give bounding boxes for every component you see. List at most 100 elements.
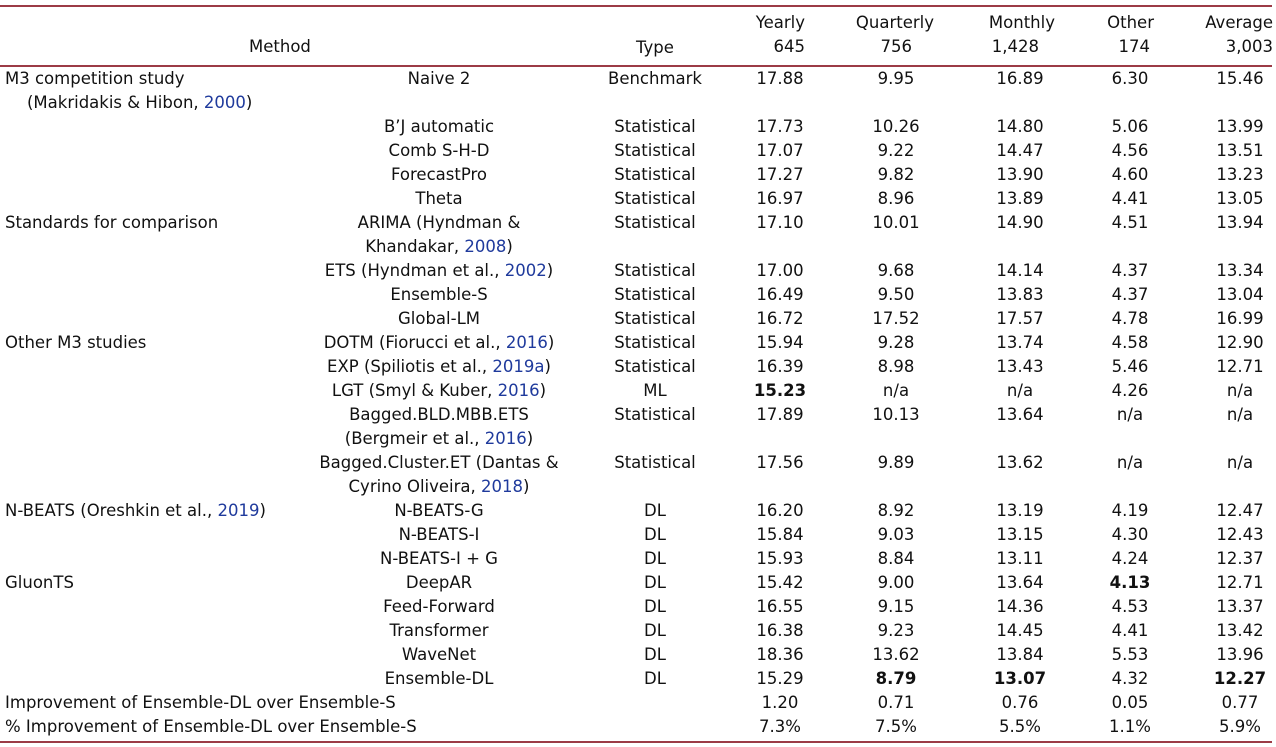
summary-value: 1.20 xyxy=(761,693,799,712)
value-cell: 13.15 xyxy=(996,525,1044,544)
value-cell: 9.95 xyxy=(877,69,915,88)
method-type: Statistical xyxy=(614,165,696,184)
value-cell: 8.79 xyxy=(875,669,917,688)
value-cell: 9.22 xyxy=(877,141,915,160)
header-type: Type xyxy=(636,38,674,57)
value-cell: 13.64 xyxy=(996,405,1044,424)
method-name-text: ) xyxy=(526,429,534,448)
citation-link[interactable]: 2002 xyxy=(504,261,547,280)
value-cell: 16.72 xyxy=(756,309,804,328)
group-standards: Standards for comparison xyxy=(5,213,219,232)
value-cell: n/a xyxy=(1006,381,1034,400)
method-type: Benchmark xyxy=(608,69,702,88)
method-name: ETS (Hyndman et al., 2002) xyxy=(325,259,553,283)
value-cell: 4.53 xyxy=(1111,597,1149,616)
method-name: Comb S-H-D xyxy=(388,141,490,160)
citation-link[interactable]: 2000 xyxy=(203,93,246,112)
method-name-text: LGT (Smyl & Kuber, xyxy=(331,381,498,400)
method-name-text: DOTM (Fiorucci et al., xyxy=(323,333,506,352)
summary-value: 5.5% xyxy=(999,717,1041,736)
value-cell: 14.80 xyxy=(996,117,1044,136)
citation-link[interactable]: 2016 xyxy=(497,381,540,400)
value-cell: 17.52 xyxy=(872,309,920,328)
method-type: Statistical xyxy=(614,117,696,136)
value-cell: 13.84 xyxy=(996,645,1044,664)
value-cell: 4.13 xyxy=(1109,573,1151,592)
summary-value: 0.77 xyxy=(1221,693,1259,712)
value-cell: 13.04 xyxy=(1216,285,1264,304)
value-cell: 16.38 xyxy=(756,621,804,640)
value-cell: 10.26 xyxy=(872,117,920,136)
value-cell: 16.39 xyxy=(756,357,804,376)
citation-link[interactable]: 2016 xyxy=(484,429,527,448)
value-cell: 17.56 xyxy=(756,453,804,472)
value-cell: 4.37 xyxy=(1111,285,1149,304)
summary-value: 0.05 xyxy=(1111,693,1149,712)
method-type: Statistical xyxy=(614,405,696,424)
method-name-text: EXP (Spiliotis et al., xyxy=(327,357,493,376)
value-cell: 17.88 xyxy=(756,69,804,88)
header-yearly-count: 645 xyxy=(773,37,806,56)
method-name: DeepAR xyxy=(405,573,473,592)
value-cell: 13.62 xyxy=(872,645,920,664)
method-name: Bagged.Cluster.ET (Dantas & xyxy=(319,453,559,472)
summary-value: 7.5% xyxy=(875,717,917,736)
citation-link[interactable]: 2018 xyxy=(481,477,524,496)
value-cell: 13.11 xyxy=(996,549,1044,568)
method-type: Statistical xyxy=(614,189,696,208)
value-cell: 13.43 xyxy=(996,357,1044,376)
method-name-text: ) xyxy=(546,261,554,280)
group-m3-competition-citation: (Makridakis & Hibon, 2000) xyxy=(27,93,253,112)
value-cell: 4.41 xyxy=(1111,189,1149,208)
header-quarterly-count: 756 xyxy=(880,37,913,56)
value-cell: 17.27 xyxy=(756,165,804,184)
method-name-text: (Bergmeir et al., xyxy=(344,429,485,448)
value-cell: 16.99 xyxy=(1216,309,1264,328)
value-cell: 12.71 xyxy=(1216,573,1264,592)
group-gluonts: GluonTS xyxy=(5,573,74,592)
value-cell: 4.37 xyxy=(1111,261,1149,280)
value-cell: 5.46 xyxy=(1111,357,1149,376)
method-name: Naive 2 xyxy=(407,69,471,88)
value-cell: 4.26 xyxy=(1111,381,1149,400)
method-name-continued: Cyrino Oliveira, 2018) xyxy=(349,475,530,499)
value-cell: n/a xyxy=(1116,453,1144,472)
header-method: Method xyxy=(249,37,311,56)
value-cell: 9.23 xyxy=(877,621,915,640)
citation-link[interactable]: 2019 xyxy=(217,501,260,520)
value-cell: n/a xyxy=(1226,381,1254,400)
header-quarterly: Quarterly xyxy=(855,13,934,32)
method-name: WaveNet xyxy=(401,645,477,664)
value-cell: 5.06 xyxy=(1111,117,1149,136)
method-name: B’J automatic xyxy=(383,117,495,136)
method-name-text: ) xyxy=(523,477,530,496)
method-type: DL xyxy=(644,549,666,568)
value-cell: 9.15 xyxy=(877,597,915,616)
header-other: Other xyxy=(1107,13,1154,32)
value-cell: 5.53 xyxy=(1111,645,1149,664)
table-bottom-rule xyxy=(0,741,1272,743)
citation-link[interactable]: 2016 xyxy=(505,333,548,352)
value-cell: 17.10 xyxy=(756,213,804,232)
value-cell: n/a xyxy=(882,381,910,400)
value-cell: 12.90 xyxy=(1216,333,1264,352)
value-cell: 4.41 xyxy=(1111,621,1149,640)
group-m3-competition: M3 competition study xyxy=(5,69,185,88)
value-cell: 13.62 xyxy=(996,453,1044,472)
value-cell: 15.29 xyxy=(756,669,804,688)
value-cell: 9.89 xyxy=(877,453,915,472)
method-type: DL xyxy=(644,573,666,592)
value-cell: 4.19 xyxy=(1111,501,1149,520)
method-name-continued: Khandakar, 2008) xyxy=(365,235,513,259)
value-cell: 17.07 xyxy=(756,141,804,160)
method-name: Ensemble-DL xyxy=(384,669,494,688)
value-cell: 14.45 xyxy=(996,621,1044,640)
method-name-continued: (Bergmeir et al., 2016) xyxy=(345,427,533,451)
value-cell: 9.68 xyxy=(877,261,915,280)
citation-link[interactable]: 2019a xyxy=(492,357,545,376)
method-name-text: ) xyxy=(544,357,551,376)
method-name: ARIMA (Hyndman & xyxy=(357,213,521,232)
method-type: DL xyxy=(644,621,666,640)
citation-link[interactable]: 2008 xyxy=(464,237,507,256)
